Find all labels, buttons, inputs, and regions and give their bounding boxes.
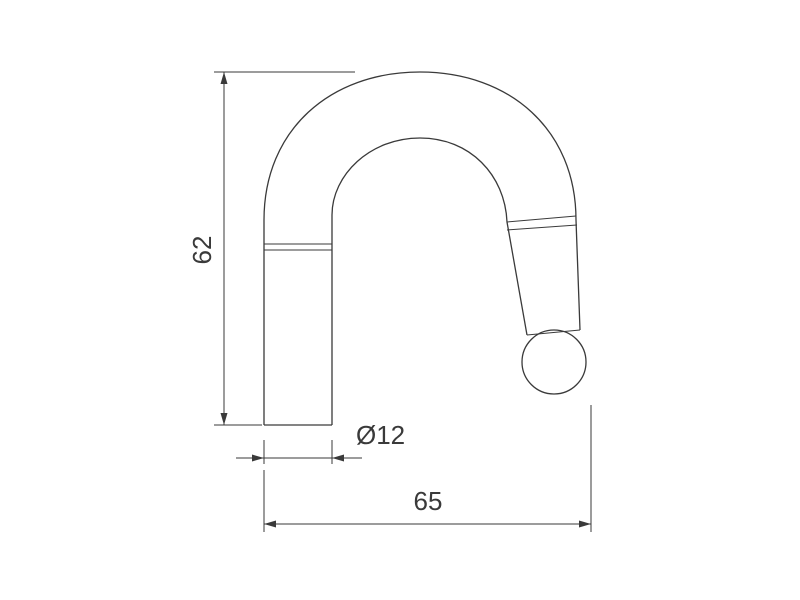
- width-label: 65: [414, 486, 443, 516]
- height-arrow-top: [220, 72, 228, 84]
- width-arrow-left: [264, 520, 276, 528]
- spout-outer-contour: [263, 71, 581, 425]
- diameter-label: Ø12: [356, 420, 405, 450]
- spout-inner-contour: [331, 137, 528, 425]
- height-label: 62: [187, 236, 217, 265]
- height-dimension: 62: [187, 71, 355, 426]
- width-arrow-right: [579, 520, 591, 528]
- arm-band-top: [506, 215, 577, 223]
- arm-band-bottom: [506, 224, 578, 231]
- diameter-arrow-left: [252, 454, 264, 462]
- aerator-ball: [521, 329, 587, 395]
- diameter-arrow-right: [332, 454, 344, 462]
- height-arrow-bottom: [220, 413, 228, 425]
- width-dimension: 65: [263, 405, 592, 532]
- spout-outline: [263, 71, 587, 426]
- nozzle-collar: [526, 329, 581, 336]
- diameter-dimension: Ø12: [236, 420, 405, 464]
